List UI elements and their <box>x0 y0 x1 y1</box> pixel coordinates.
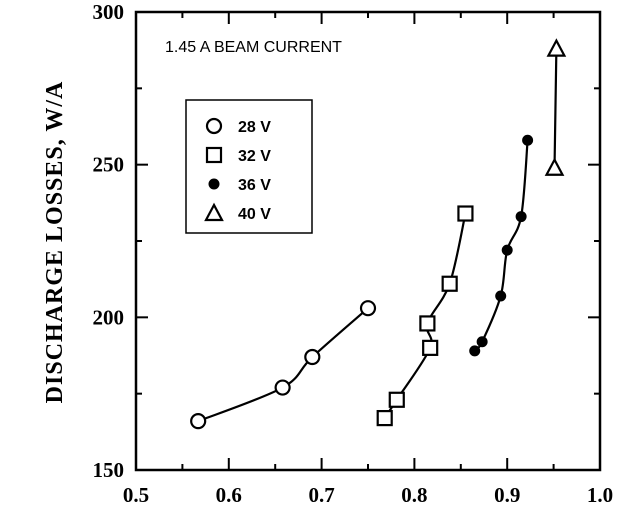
series-line <box>473 140 529 352</box>
series-32v <box>376 205 474 427</box>
data-point <box>476 336 488 348</box>
data-point <box>190 413 207 430</box>
x-tick-label: 1.0 <box>587 483 613 507</box>
data-point <box>501 244 513 256</box>
legend-label: 40 V <box>238 206 271 223</box>
legend-marker <box>205 146 223 164</box>
data-point <box>515 211 527 223</box>
legend: 28 V 32 V 36 V 40 V <box>204 117 271 223</box>
legend-label: 32 V <box>238 148 271 165</box>
y-tick-label: 250 <box>93 153 125 177</box>
data-point <box>274 379 291 396</box>
x-tick-label: 0.7 <box>308 483 334 507</box>
legend-marker <box>204 202 224 222</box>
plot-frame <box>134 10 602 472</box>
data-point <box>419 315 436 332</box>
data-point <box>522 134 534 146</box>
data-point <box>457 205 474 222</box>
legend-marker <box>208 178 220 190</box>
y-tick-label: 150 <box>93 458 125 482</box>
data-point <box>469 345 481 357</box>
legend-marker <box>205 117 223 135</box>
y-tick-label: 300 <box>93 0 125 24</box>
x-tick-label: 0.6 <box>216 483 242 507</box>
data-point <box>441 275 458 292</box>
y-tick-labels: 150 200 250 300 <box>93 0 125 482</box>
axis-ticks <box>135 11 601 471</box>
data-point <box>376 409 393 427</box>
data-point <box>388 391 405 408</box>
series-40v <box>544 38 567 176</box>
data-point <box>359 300 377 317</box>
x-tick-label: 0.8 <box>401 483 427 507</box>
y-tick-label: 200 <box>93 305 125 329</box>
series-line <box>197 307 369 423</box>
data-point <box>495 290 507 302</box>
legend-label: 36 V <box>238 177 271 194</box>
data-point <box>304 348 321 366</box>
y-axis-label: DISCHARGE LOSSES, W/A <box>42 81 68 404</box>
data-point <box>546 38 567 57</box>
series-group <box>190 38 567 430</box>
series-28v <box>190 300 377 430</box>
data-point <box>544 157 565 176</box>
series-line <box>553 48 558 168</box>
x-tick-label: 0.9 <box>494 483 520 507</box>
beam-current-annotation: 1.45 A BEAM CURRENT <box>165 39 342 56</box>
legend-label: 28 V <box>238 119 271 136</box>
data-point <box>422 339 439 356</box>
series-36v <box>469 134 534 357</box>
x-tick-label: 0.5 <box>123 483 149 507</box>
x-tick-labels: 0.5 0.6 0.7 0.8 0.9 1.0 <box>123 483 613 507</box>
